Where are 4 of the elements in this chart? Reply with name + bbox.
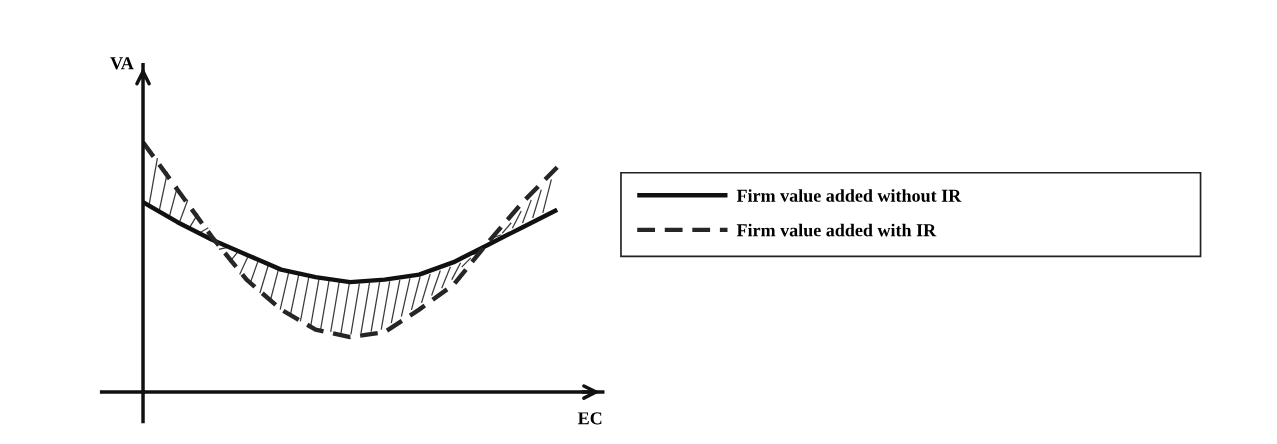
legend-label: Firm value added without IR — [736, 189, 962, 202]
y-axis-title: VA — [110, 57, 134, 70]
x-axis-title: EC — [577, 412, 602, 425]
legend-label: Firm value added with IR — [736, 223, 937, 237]
